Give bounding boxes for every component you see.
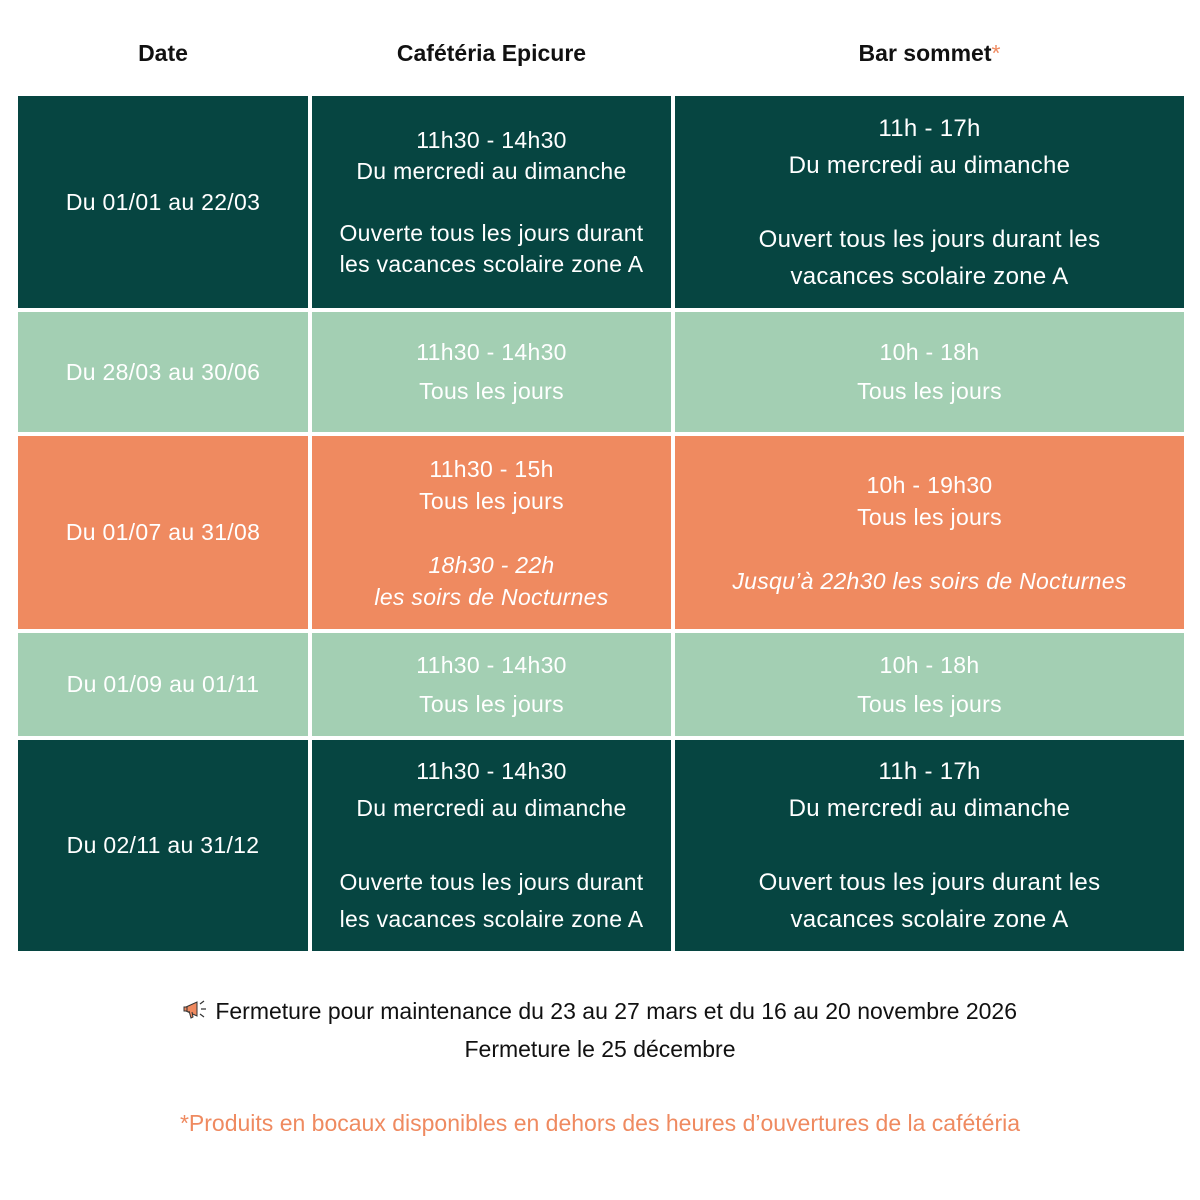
- hours-line: Ouvert tous les jours durant les: [758, 225, 1101, 253]
- hours-line: Tous les jours: [857, 378, 1002, 404]
- bar-hours-cell: 10h - 18h Tous les jours: [675, 633, 1184, 736]
- header-date: Date: [138, 40, 188, 66]
- hours-line: Ouverte tous les jours durant: [339, 869, 644, 895]
- hours-line: Du mercredi au dimanche: [788, 795, 1071, 822]
- hours-line: Du mercredi au dimanche: [788, 151, 1071, 179]
- header-bar: Bar sommet*: [675, 40, 1184, 67]
- hours-line: 18h30 - 22h: [428, 551, 555, 578]
- hours-line: Tous les jours: [419, 378, 564, 404]
- date-cell: Du 01/09 au 01/11: [18, 633, 308, 736]
- cafeteria-hours-cell: 11h30 - 14h30 Du mercredi au dimanche Ouve…: [312, 96, 671, 308]
- hours-line: 10h - 18h: [879, 651, 980, 678]
- date-cell: Du 28/03 au 30/06: [18, 312, 308, 432]
- hours-line: Du mercredi au dimanche: [356, 795, 627, 821]
- hours-line: les soirs de Nocturnes: [374, 583, 609, 610]
- hours-line: 11h30 - 14h30: [416, 339, 567, 365]
- christmas-closing: Fermeture le 25 décembre: [464, 1036, 736, 1062]
- hours-line: Ouverte tous les jours durant: [339, 219, 644, 246]
- schedule-table: Du 01/01 au 22/03 11h30 - 14h30 Du mercred…: [18, 96, 1184, 951]
- footnote: *Produits en bocaux disponibles en dehor…: [179, 1110, 1021, 1136]
- date-cell: Du 01/07 au 31/08: [18, 436, 308, 629]
- hours-line: Jusqu’à 22h30 les soirs de Nocturnes: [732, 567, 1127, 594]
- hours-line: les vacances scolaire zone A: [339, 906, 644, 932]
- hours-line: vacances scolaire zone A: [790, 262, 1069, 290]
- hours-line: 10h - 19h30: [866, 471, 993, 498]
- hours-line: Tous les jours: [419, 487, 564, 514]
- hours-line: 11h - 17h: [878, 758, 981, 785]
- hours-line: Tous les jours: [419, 690, 564, 717]
- cafeteria-hours-cell: 11h30 - 14h30 Du mercredi au dimanche Ouve…: [312, 740, 671, 951]
- bar-hours-cell: 10h - 19h30 Tous les jours Jusqu’à 22h30 l…: [675, 436, 1184, 629]
- hours-line: Ouvert tous les jours durant les: [758, 869, 1101, 896]
- cafeteria-hours-cell: 11h30 - 14h30 Tous les jours: [312, 312, 671, 432]
- hours-line: Tous les jours: [857, 690, 1002, 717]
- hours-line: 11h - 17h: [878, 114, 981, 142]
- bar-hours-cell: 10h - 18h Tous les jours: [675, 312, 1184, 432]
- date-cell: Du 02/11 au 31/12: [18, 740, 308, 951]
- cafeteria-hours-cell: 11h30 - 14h30 Tous les jours: [312, 633, 671, 736]
- header-cafeteria: Cafétéria Epicure: [396, 40, 587, 66]
- hours-line: 11h30 - 14h30: [416, 651, 567, 678]
- hours-line: 11h30 - 14h30: [416, 758, 567, 784]
- maintenance-text: Fermeture pour maintenance du 23 au 27 m…: [215, 998, 1018, 1024]
- hours-line: les vacances scolaire zone A: [339, 250, 644, 277]
- maintenance-note: Fermeture pour maintenance du 23 au 27 m…: [0, 998, 1200, 1027]
- asterisk: *: [991, 40, 1001, 66]
- date-cell: Du 01/01 au 22/03: [18, 96, 308, 308]
- bar-hours-cell: 11h - 17h Du mercredi au dimanche Ouvert t…: [675, 96, 1184, 308]
- bar-hours-cell: 11h - 17h Du mercredi au dimanche Ouvert t…: [675, 740, 1184, 951]
- hours-line: vacances scolaire zone A: [790, 906, 1069, 933]
- hours-line: Du mercredi au dimanche: [356, 157, 627, 184]
- megaphone-icon: [183, 999, 209, 1027]
- hours-line: 11h30 - 14h30: [416, 126, 567, 153]
- header-bar-label: Bar sommet: [858, 40, 992, 66]
- hours-line: Tous les jours: [857, 503, 1002, 530]
- cafeteria-hours-cell: 11h30 - 15h Tous les jours 18h30 - 22h les …: [312, 436, 671, 629]
- hours-line: 10h - 18h: [879, 339, 980, 365]
- hours-line: 11h30 - 15h: [429, 455, 554, 482]
